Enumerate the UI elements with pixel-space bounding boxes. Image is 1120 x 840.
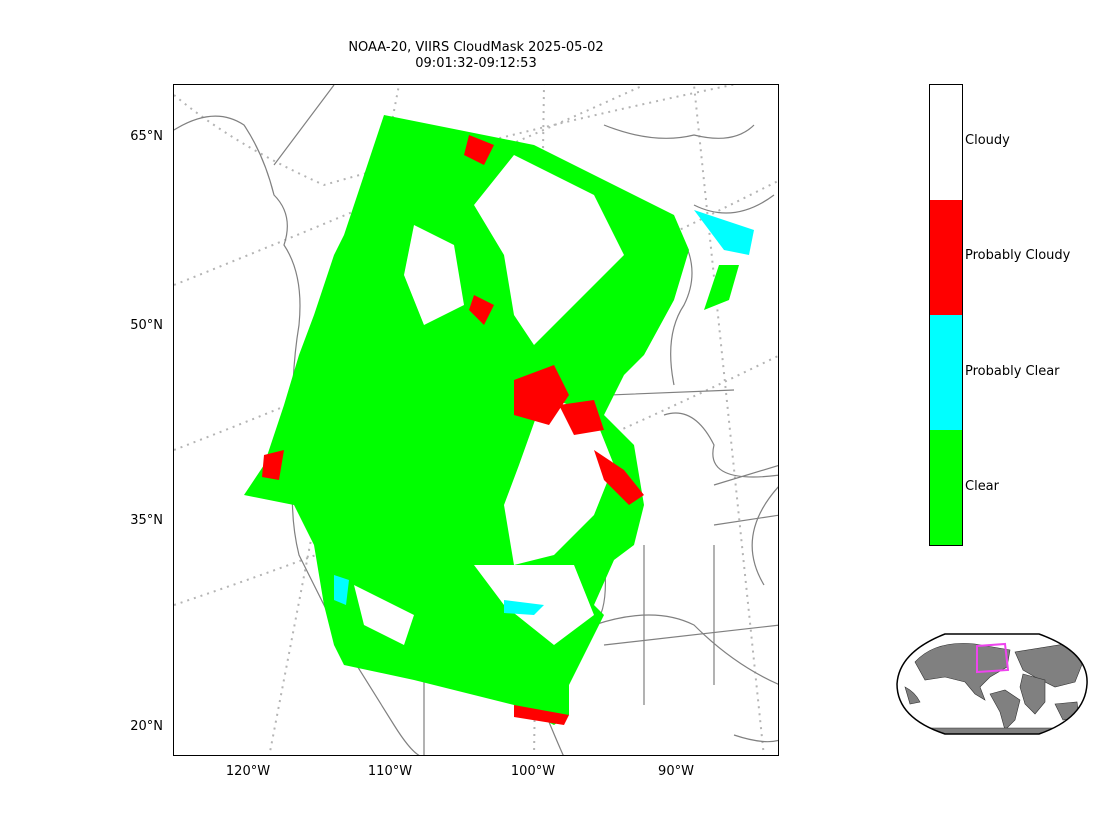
- lat-label-65n: 65°N: [130, 129, 163, 144]
- lon-label-120w: 120°W: [225, 764, 271, 779]
- cloudy-region-2: [504, 395, 614, 565]
- probably-cloudy-region-6: [469, 295, 494, 325]
- colorbar-segment-clear: [930, 430, 962, 545]
- colorbar-label-probably-cloudy: Probably Cloudy: [965, 248, 1071, 263]
- lon-label-100w: 100°W: [510, 764, 556, 779]
- clear-region-east: [704, 265, 739, 310]
- colorbar-segment-probably-cloudy: [930, 200, 962, 315]
- colorbar-segment-probably-clear: [930, 315, 962, 430]
- colorbar: [929, 84, 963, 546]
- probably-clear-region-2: [504, 600, 544, 615]
- lat-label-20n: 20°N: [130, 719, 163, 734]
- probably-cloudy-region-4: [262, 450, 284, 480]
- probably-cloudy-region-5: [514, 705, 569, 725]
- map-title: NOAA-20, VIIRS CloudMask 2025-05-02 09:0…: [176, 40, 776, 72]
- inset-highlight-box: [976, 642, 1010, 674]
- cloud-mask-swath: [244, 115, 754, 725]
- colorbar-label-probably-clear: Probably Clear: [965, 364, 1060, 379]
- probably-cloudy-region-7: [464, 135, 494, 165]
- colorbar-segment-cloudy: [930, 85, 962, 200]
- lon-label-90w: 90°W: [658, 764, 694, 779]
- cloudy-region-5: [404, 225, 464, 325]
- cloud-mask-map: [173, 84, 779, 756]
- lon-label-110w: 110°W: [367, 764, 413, 779]
- cloudy-region-4: [354, 585, 414, 645]
- inset-continents: [904, 643, 1084, 734]
- clear-region: [244, 115, 689, 725]
- probably-clear-region-3: [334, 575, 349, 605]
- inset-world-map: [895, 632, 1089, 740]
- colorbar-label-cloudy: Cloudy: [965, 133, 1010, 148]
- lat-label-50n: 50°N: [130, 318, 163, 333]
- map-canvas: [174, 85, 778, 755]
- cloudy-region-1: [474, 155, 624, 345]
- probably-cloudy-region-3: [594, 450, 644, 505]
- title-line-2: 09:01:32-09:12:53: [415, 56, 537, 71]
- probably-cloudy-region-2: [559, 400, 604, 435]
- lat-label-35n: 35°N: [130, 513, 163, 528]
- probably-cloudy-region-1: [514, 365, 569, 425]
- title-line-1: NOAA-20, VIIRS CloudMask 2025-05-02: [348, 40, 604, 55]
- probably-clear-region-1: [694, 210, 754, 255]
- colorbar-label-clear: Clear: [965, 479, 999, 494]
